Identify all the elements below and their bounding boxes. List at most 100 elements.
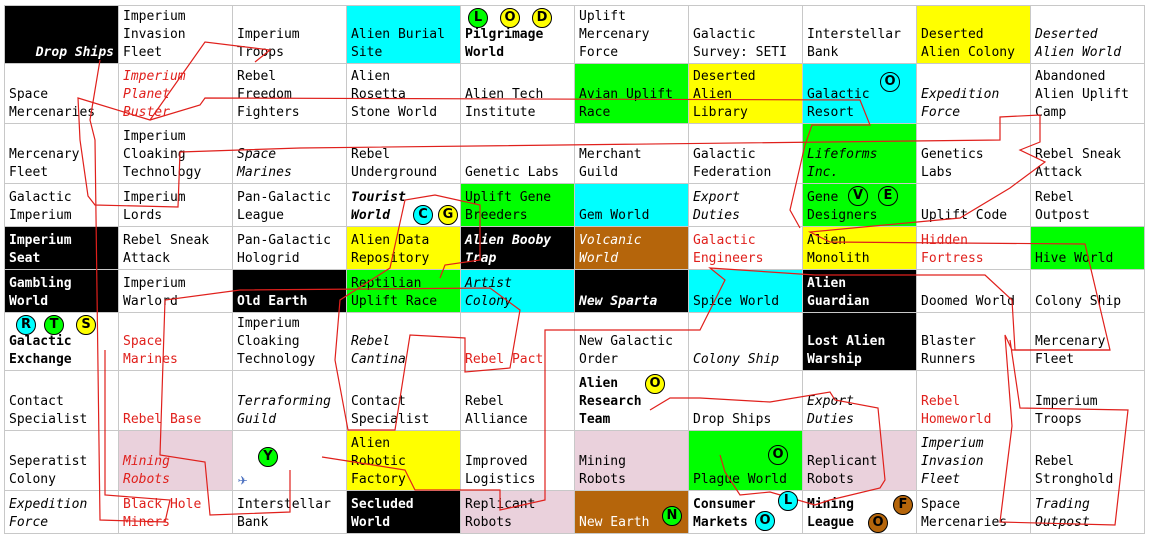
player-token[interactable]: L (468, 8, 488, 28)
card-cell[interactable]: Imperium Invasion Fleet (118, 5, 233, 64)
card-cell[interactable]: Rebel Underground (346, 123, 461, 184)
card-cell[interactable]: Space Mercenaries (916, 490, 1031, 534)
player-token[interactable]: C (413, 205, 433, 225)
card-cell[interactable]: Colony Ship (1030, 269, 1145, 313)
card-cell[interactable]: Alien Research Team (574, 370, 689, 431)
card-cell[interactable]: Rebel Alliance (460, 370, 575, 431)
player-token[interactable]: L (778, 491, 798, 511)
player-token[interactable]: S (76, 315, 96, 335)
card-cell[interactable]: Lost Alien Warship (802, 312, 917, 371)
player-token[interactable]: O (500, 8, 520, 28)
player-token[interactable]: O (755, 511, 775, 531)
card-cell[interactable]: Secluded World (346, 490, 461, 534)
card-cell[interactable]: Artist Colony (460, 269, 575, 313)
card-cell[interactable]: Rebel Cantina (346, 312, 461, 371)
card-cell[interactable]: Blaster Runners (916, 312, 1031, 371)
card-cell[interactable]: Mining Robots (118, 430, 233, 491)
card-cell[interactable]: Imperium Invasion Fleet (916, 430, 1031, 491)
card-cell[interactable]: Galactic Imperium (4, 183, 119, 227)
player-token[interactable]: T (44, 315, 64, 335)
card-cell[interactable]: Lifeforms Inc. (802, 123, 917, 184)
card-cell[interactable]: Export Duties (802, 370, 917, 431)
card-cell[interactable]: Deserted Alien World (1030, 5, 1145, 64)
card-cell[interactable]: Contact Specialist (4, 370, 119, 431)
airplane-icon[interactable]: ✈ (238, 470, 248, 489)
card-cell[interactable]: Interstellar Bank (232, 490, 347, 534)
player-token[interactable]: O (768, 445, 788, 465)
card-cell[interactable]: Pan-Galactic League (232, 183, 347, 227)
card-cell[interactable]: Alien Data Repository (346, 226, 461, 270)
card-cell[interactable]: Trading Outpost (1030, 490, 1145, 534)
card-cell[interactable]: Colony Ship (688, 312, 803, 371)
card-cell[interactable]: Rebel Stronghold (1030, 430, 1145, 491)
card-cell[interactable]: Imperium Cloaking Technology (232, 312, 347, 371)
player-token[interactable]: O (880, 72, 900, 92)
card-cell[interactable]: Alien Tech Institute (460, 63, 575, 124)
card-cell[interactable]: Volcanic World (574, 226, 689, 270)
card-cell[interactable]: Contact Specialist (346, 370, 461, 431)
card-cell[interactable]: Rebel Freedom Fighters (232, 63, 347, 124)
card-cell[interactable]: Alien Guardian (802, 269, 917, 313)
card-cell[interactable]: Pan-Galactic Hologrid (232, 226, 347, 270)
card-cell[interactable]: Space Mercenaries (4, 63, 119, 124)
card-cell[interactable]: Export Duties (688, 183, 803, 227)
card-cell[interactable]: Drop Ships (4, 5, 119, 64)
card-cell[interactable]: Reptilian Uplift Race (346, 269, 461, 313)
card-cell[interactable]: Black Hole Miners (118, 490, 233, 534)
card-cell[interactable]: Replicant Robots (802, 430, 917, 491)
card-cell[interactable]: Old Earth (232, 269, 347, 313)
player-token[interactable]: Y (258, 447, 278, 467)
card-cell[interactable]: Merchant Guild (574, 123, 689, 184)
card-cell[interactable]: Doomed World (916, 269, 1031, 313)
card-cell[interactable]: Mercenary Fleet (1030, 312, 1145, 371)
card-cell[interactable]: Spice World (688, 269, 803, 313)
player-token[interactable]: E (878, 186, 898, 206)
card-cell[interactable]: Seperatist Colony (4, 430, 119, 491)
player-token[interactable]: O (645, 374, 665, 394)
card-cell[interactable]: Expedition Force (916, 63, 1031, 124)
card-cell[interactable]: Genetics Labs (916, 123, 1031, 184)
card-cell[interactable]: Gem World (574, 183, 689, 227)
card-cell[interactable]: Genetic Labs (460, 123, 575, 184)
player-token[interactable]: V (848, 186, 868, 206)
card-cell[interactable]: Imperium Planet Buster (118, 63, 233, 124)
card-cell[interactable]: Rebel Homeworld (916, 370, 1031, 431)
card-cell[interactable]: Galactic Federation (688, 123, 803, 184)
card-cell[interactable]: Space Marines (118, 312, 233, 371)
card-cell[interactable]: Imperium Lords (118, 183, 233, 227)
card-cell[interactable]: Uplift Code (916, 183, 1031, 227)
card-cell[interactable]: Space Marines (232, 123, 347, 184)
player-token[interactable]: G (438, 205, 458, 225)
card-cell[interactable]: Alien Booby Trap (460, 226, 575, 270)
card-cell[interactable]: Expedition Force (4, 490, 119, 534)
card-cell[interactable]: Hive World (1030, 226, 1145, 270)
card-cell[interactable]: Improved Logistics (460, 430, 575, 491)
card-cell[interactable]: Galactic Resort (802, 63, 917, 124)
card-cell[interactable]: New Sparta (574, 269, 689, 313)
card-cell[interactable]: Alien Robotic Factory (346, 430, 461, 491)
card-cell[interactable]: Terraforming Guild (232, 370, 347, 431)
player-token[interactable]: F (893, 495, 913, 515)
card-cell[interactable]: Interstellar Bank (802, 5, 917, 64)
card-cell[interactable]: Galactic Survey: SETI (688, 5, 803, 64)
card-cell[interactable]: Imperium Troops (1030, 370, 1145, 431)
card-cell[interactable]: Imperium Cloaking Technology (118, 123, 233, 184)
card-cell[interactable]: Uplift Gene Breeders (460, 183, 575, 227)
card-cell[interactable]: Replicant Robots (460, 490, 575, 534)
card-cell[interactable]: Deserted Alien Colony (916, 5, 1031, 64)
card-cell[interactable]: Imperium Troops (232, 5, 347, 64)
card-cell[interactable]: Uplift Mercenary Force (574, 5, 689, 64)
card-cell[interactable] (232, 430, 347, 491)
card-cell[interactable]: Imperium Seat (4, 226, 119, 270)
card-cell[interactable]: Gambling World (4, 269, 119, 313)
card-cell[interactable]: Deserted Alien Library (688, 63, 803, 124)
card-cell[interactable]: Abandoned Alien Uplift Camp (1030, 63, 1145, 124)
card-cell[interactable]: Rebel Outpost (1030, 183, 1145, 227)
card-cell[interactable]: Rebel Sneak Attack (1030, 123, 1145, 184)
card-cell[interactable]: Mining Robots (574, 430, 689, 491)
player-token[interactable]: N (662, 506, 682, 526)
player-token[interactable]: D (532, 8, 552, 28)
card-cell[interactable]: Alien Burial Site (346, 5, 461, 64)
card-cell[interactable]: Mercenary Fleet (4, 123, 119, 184)
card-cell[interactable]: Alien Monolith (802, 226, 917, 270)
